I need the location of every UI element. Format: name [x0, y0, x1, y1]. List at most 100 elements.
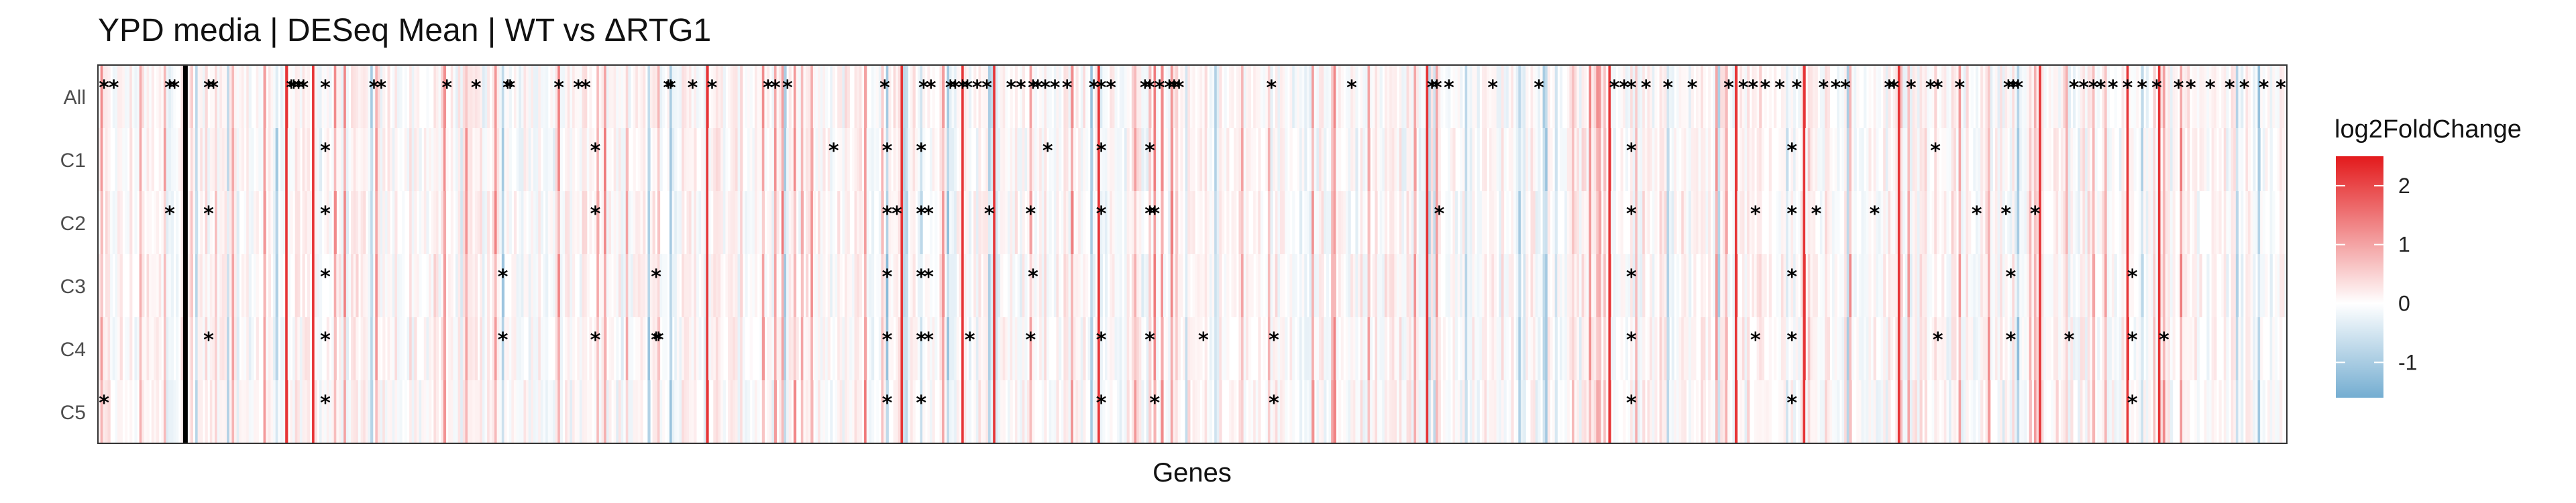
heatmap-cell	[920, 65, 923, 128]
heatmap-cell	[1350, 65, 1354, 128]
heatmap-cell	[2111, 380, 2115, 443]
heatmap-cell	[423, 128, 427, 191]
heatmap-cell	[737, 128, 741, 191]
heatmap-cell	[1202, 128, 1205, 191]
heatmap-cell	[331, 317, 335, 380]
heatmap-cell	[258, 128, 262, 191]
heatmap-cell	[1533, 254, 1536, 317]
heatmap-cell	[682, 65, 685, 128]
heatmap-cell	[689, 254, 692, 317]
heatmap-cell	[1518, 128, 1521, 191]
heatmap-cell	[1717, 254, 1721, 317]
heatmap-cell	[722, 128, 726, 191]
heatmap-cell	[2192, 254, 2195, 317]
heatmap-cell	[1267, 317, 1271, 380]
heatmap-cell	[761, 380, 765, 443]
heatmap-cell	[643, 65, 646, 128]
heatmap-cell	[2211, 191, 2214, 254]
heatmap-cell	[392, 254, 395, 317]
heatmap-cell	[221, 191, 225, 254]
heatmap-cell	[769, 380, 772, 443]
heatmap-cell	[710, 254, 714, 317]
heatmap-cell	[2085, 254, 2088, 317]
heatmap-cell	[572, 380, 576, 443]
heatmap-cell	[1258, 128, 1261, 191]
heatmap-cell	[1382, 254, 1385, 317]
heatmap-cell	[662, 254, 665, 317]
heatmap-cell	[1360, 380, 1363, 443]
heatmap-cell	[1243, 317, 1246, 380]
heatmap-cell	[864, 380, 867, 443]
heatmap-cell	[294, 65, 298, 128]
heatmap-cell	[1601, 128, 1604, 191]
heatmap-cell	[572, 317, 576, 380]
heatmap-cell	[1384, 128, 1388, 191]
heatmap-cell	[404, 380, 408, 443]
heatmap-cell	[761, 254, 765, 317]
heatmap-cell	[2180, 65, 2183, 128]
heatmap-cell	[2231, 128, 2234, 191]
heatmap-cell	[280, 65, 284, 128]
heatmap-cell	[1919, 65, 1923, 128]
heatmap-cell	[552, 128, 556, 191]
heatmap-cell	[1951, 317, 1954, 380]
heatmap-cell	[348, 380, 352, 443]
heatmap-cell	[2017, 254, 2020, 317]
heatmap-cell	[1375, 128, 1378, 191]
heatmap-cell	[1717, 380, 1721, 443]
heatmap-cell	[1355, 128, 1358, 191]
heatmap-cell	[2024, 65, 2027, 128]
heatmap-cell	[565, 317, 568, 380]
heatmap-cell	[219, 380, 223, 443]
heatmap-cell	[1603, 128, 1607, 191]
heatmap-cell	[1650, 380, 1653, 443]
heatmap-cell	[1690, 128, 1694, 191]
heatmap-cell	[951, 65, 955, 128]
heatmap-cell	[1632, 317, 1635, 380]
heatmap-cell	[1949, 317, 1952, 380]
heatmap-cell	[927, 254, 930, 317]
heatmap-cell	[1688, 380, 1692, 443]
heatmap-cell	[1545, 254, 1548, 317]
heatmap-cell	[1683, 65, 1687, 128]
heatmap-cell	[679, 191, 682, 254]
heatmap-cell	[628, 254, 631, 317]
heatmap-cell	[1401, 380, 1405, 443]
heatmap-cell	[604, 380, 607, 443]
heatmap-cell	[1267, 65, 1271, 128]
heatmap-cell	[115, 128, 118, 191]
heatmap-cell	[1708, 380, 1711, 443]
heatmap-cell	[480, 380, 483, 443]
heatmap-cell	[1841, 380, 1845, 443]
heatmap-cell	[1005, 65, 1008, 128]
heatmap-cell	[633, 191, 636, 254]
heatmap-cell	[798, 65, 802, 128]
heatmap-cell	[1985, 317, 1988, 380]
heatmap-cell	[205, 191, 208, 254]
heatmap-cell	[1418, 191, 1421, 254]
heatmap-cell	[1216, 380, 1220, 443]
heatmap-cell	[929, 128, 933, 191]
heatmap-cell	[1209, 191, 1213, 254]
heatmap-cell	[1973, 317, 1976, 380]
heatmap-cell	[2063, 191, 2066, 254]
heatmap-cell	[1615, 254, 1619, 317]
heatmap-cell	[1457, 380, 1460, 443]
heatmap-cell	[951, 254, 955, 317]
heatmap-cell	[591, 128, 595, 191]
heatmap-cell	[2060, 128, 2064, 191]
heatmap-cell	[701, 65, 704, 128]
heatmap-cell	[2143, 191, 2147, 254]
heatmap-cell	[640, 317, 643, 380]
heatmap-cell	[1620, 317, 1623, 380]
heatmap-cell	[1073, 128, 1077, 191]
heatmap-cell	[1379, 317, 1383, 380]
heatmap-cell	[221, 317, 225, 380]
heatmap-cell	[2269, 380, 2273, 443]
heatmap-cell	[1897, 128, 1901, 191]
heatmap-cell	[827, 128, 830, 191]
heatmap-cell	[200, 128, 203, 191]
heatmap-cell	[390, 317, 393, 380]
heatmap-cell	[961, 65, 965, 128]
heatmap-cell	[832, 254, 836, 317]
